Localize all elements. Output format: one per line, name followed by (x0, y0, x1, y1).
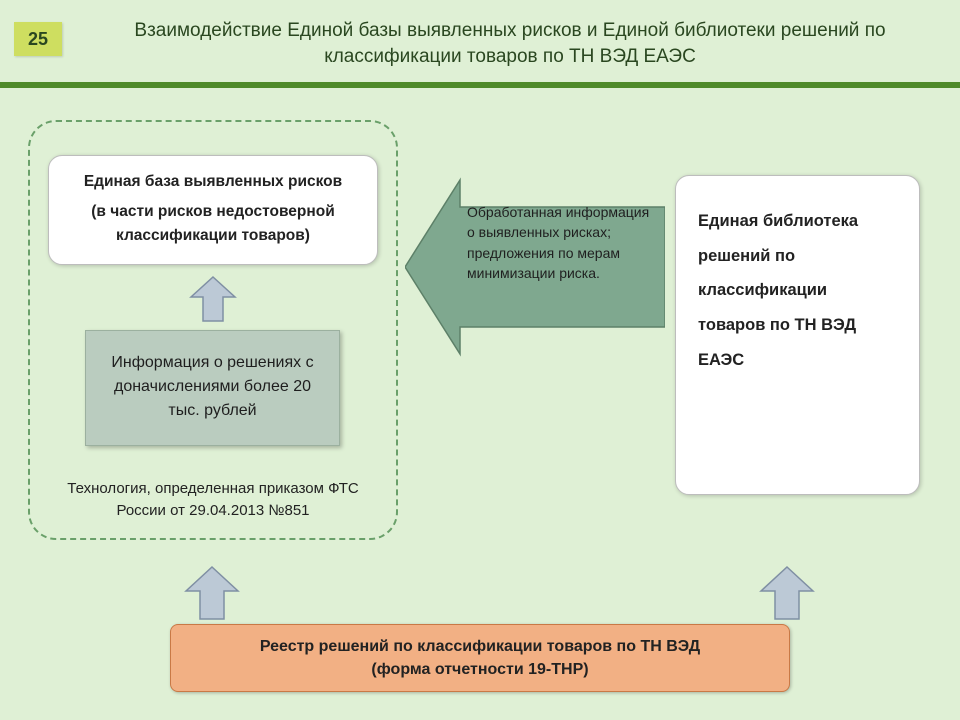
flow-arrow-label: Обработанная информация о выявленных рис… (467, 202, 657, 283)
registry-line1: Реестр решений по классификации товаров … (185, 635, 775, 658)
arrow-info-to-risks (185, 275, 241, 323)
info-decisions-node: Информация о решениях с доначислениями б… (85, 330, 340, 446)
library-node: Единая библиотека решений по классификац… (675, 175, 920, 495)
slide-title: Взаимодействие Единой базы выявленных ри… (100, 18, 920, 69)
risks-line2: (в части рисков недостоверной классифика… (61, 200, 365, 248)
arrow-registry-to-right (755, 565, 819, 621)
flow-arrow-left: Обработанная информация о выявленных рис… (405, 172, 665, 362)
registry-line2: (форма отчетности 19-ТНР) (185, 658, 775, 681)
title-divider (0, 82, 960, 88)
risks-line1: Единая база выявленных рисков (61, 170, 365, 194)
registry-node: Реестр решений по классификации товаров … (170, 624, 790, 692)
page-number-badge: 25 (14, 22, 62, 56)
technology-note: Технология, определенная приказом ФТС Ро… (48, 478, 378, 522)
arrow-registry-to-left (180, 565, 244, 621)
risks-database-node: Единая база выявленных рисков (в части р… (48, 155, 378, 265)
